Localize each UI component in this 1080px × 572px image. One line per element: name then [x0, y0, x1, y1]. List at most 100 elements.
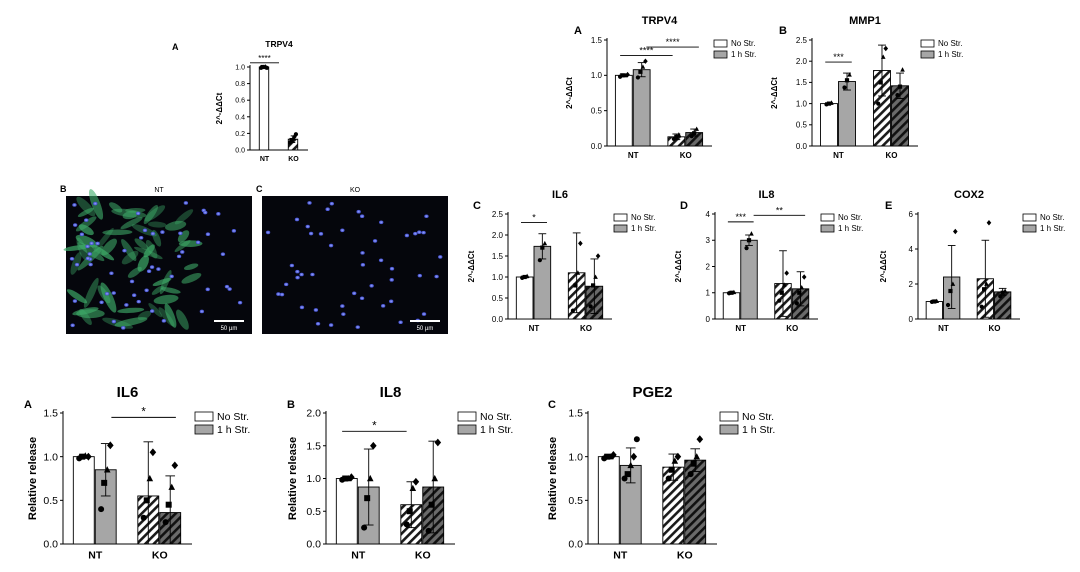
cell-nucleus	[398, 320, 403, 325]
cell-nucleus	[205, 287, 210, 292]
chart-p7-data-point	[149, 448, 157, 457]
chart-p6-data-point	[984, 281, 989, 286]
chart-p4-title: IL6	[552, 189, 568, 201]
chart-p7-legend-label: No Str.	[217, 411, 249, 423]
chart-p6-ylabel: 2^-ΔΔCt	[879, 250, 888, 282]
cell-nucleus	[413, 231, 418, 236]
chart-p5-ytick-label: 3	[706, 236, 711, 245]
chart-p3-ytick-label: 1.5	[796, 78, 808, 87]
cell-nucleus	[359, 214, 365, 219]
micrograph-title: KO	[350, 187, 361, 194]
cell-nucleus	[356, 209, 361, 214]
chart-p6: E COX2 2^-ΔΔCt 0 2 4 6 NT KO No Str. 1 h Str.	[879, 189, 1065, 333]
chart-p7-legend-label: 1 h Str.	[217, 424, 250, 436]
chart-p2-data-point	[635, 75, 641, 80]
chart-p8-data-point	[361, 524, 368, 531]
chart-p9-data-point	[604, 453, 611, 460]
cell-nucleus	[216, 212, 221, 216]
cell-body	[83, 277, 99, 308]
chart-p1-data-point	[260, 64, 265, 70]
cell-body	[145, 239, 158, 259]
cell-nucleus	[79, 232, 85, 237]
chart-p7-data-point	[140, 514, 147, 521]
chart-p6-data-point	[979, 304, 984, 309]
cell-nucleus	[85, 244, 90, 249]
chart-p9-data-point	[630, 452, 638, 461]
cell-nucleus	[299, 305, 305, 310]
chart-p1-significance-label: ****	[258, 54, 270, 63]
cell-body	[102, 229, 133, 236]
chart-p5-xtick-label: KO	[786, 324, 798, 333]
chart-p8-data-point	[412, 477, 420, 486]
cell-body	[143, 244, 155, 258]
cell-body	[66, 289, 88, 304]
chart-p4-bar	[515, 276, 534, 320]
micrograph-ko: C KO 50 µm	[256, 184, 448, 334]
chart-p3-title: MMP1	[849, 15, 881, 27]
chart-p5-data-point	[744, 246, 749, 251]
cell-nucleus	[318, 232, 324, 236]
chart-p2-significance-label: ****	[639, 46, 654, 56]
chart-p6-data-point	[982, 287, 987, 292]
chart-p9-bar	[684, 459, 707, 545]
chart-p7-panel-label: A	[24, 399, 32, 411]
cell-nucleus	[325, 207, 330, 212]
cell-body	[122, 210, 138, 220]
cell-nucleus	[149, 265, 155, 269]
cell-nucleus	[380, 304, 386, 308]
chart-p9-data-point	[607, 453, 614, 460]
chart-p9-legend-swatch	[719, 411, 739, 422]
cell-nucleus	[305, 224, 310, 229]
cell-nucleus	[161, 319, 167, 323]
chart-p5-data-point	[729, 290, 734, 295]
chart-p3-significance-label: ***	[833, 52, 844, 62]
chart-p8-data-point	[406, 508, 413, 515]
chart-p8-legend: No Str.1 h Str.	[457, 411, 513, 436]
chart-p5-data-point	[777, 298, 782, 303]
cell-nucleus	[355, 325, 360, 329]
chart-p4-panel-label: C	[473, 200, 481, 212]
cell-nucleus	[104, 291, 110, 296]
chart-p2-legend: No Str. 1 h Str.	[713, 39, 756, 59]
cell-body	[114, 317, 148, 327]
chart-p3-ytick-label: 1.0	[796, 99, 808, 108]
cell-body	[120, 217, 143, 230]
chart-p2-data-point	[674, 134, 679, 139]
chart-p2-data-point	[640, 64, 646, 69]
chart-p8-data-point	[364, 495, 371, 502]
chart-p6-ytick-label: 0	[909, 315, 914, 324]
cell-body	[77, 242, 105, 262]
chart-p1-ylabel: 2^-ΔΔCt	[215, 92, 224, 124]
cell-body	[148, 221, 167, 228]
chart-p7-data-point	[85, 452, 92, 461]
cell-nucleus	[299, 272, 304, 277]
chart-p3-data-point	[897, 84, 903, 89]
chart-p9-ytick-label: 0.0	[568, 539, 583, 551]
chart-p5-legend-label: No Str.	[838, 213, 862, 222]
chart-p5-legend: No Str. 1 h Str.	[820, 213, 863, 233]
chart-p5-data-point	[731, 289, 737, 295]
cell-nucleus	[121, 326, 126, 330]
chart-p4-data-point	[540, 245, 545, 250]
chart-p5-title: IL8	[759, 189, 775, 201]
cell-nucleus	[313, 308, 319, 312]
chart-p7-data-point	[165, 501, 172, 508]
cell-body	[134, 238, 149, 251]
chart-p2-data-point	[692, 131, 697, 136]
chart-p6-bar	[925, 301, 943, 320]
chart-p9-data-point	[674, 452, 682, 461]
cell-body	[164, 303, 177, 328]
cell-body	[109, 202, 123, 213]
cell-nucleus	[308, 231, 314, 236]
chart-p7-ytick-label: 0.5	[43, 495, 58, 507]
chart-p4-ytick-label: 2.5	[492, 210, 504, 219]
cell-body	[177, 230, 190, 243]
cell-body	[101, 238, 117, 256]
chart-p7-legend-swatch	[194, 411, 214, 422]
cell-nucleus	[265, 230, 271, 235]
cell-nucleus	[231, 229, 237, 233]
chart-p8-legend-label: No Str.	[480, 411, 512, 423]
chart-p2-legend-label: No Str.	[731, 39, 755, 48]
cell-nucleus	[93, 201, 98, 206]
chart-p7-ytick-label: 1.0	[43, 451, 58, 463]
